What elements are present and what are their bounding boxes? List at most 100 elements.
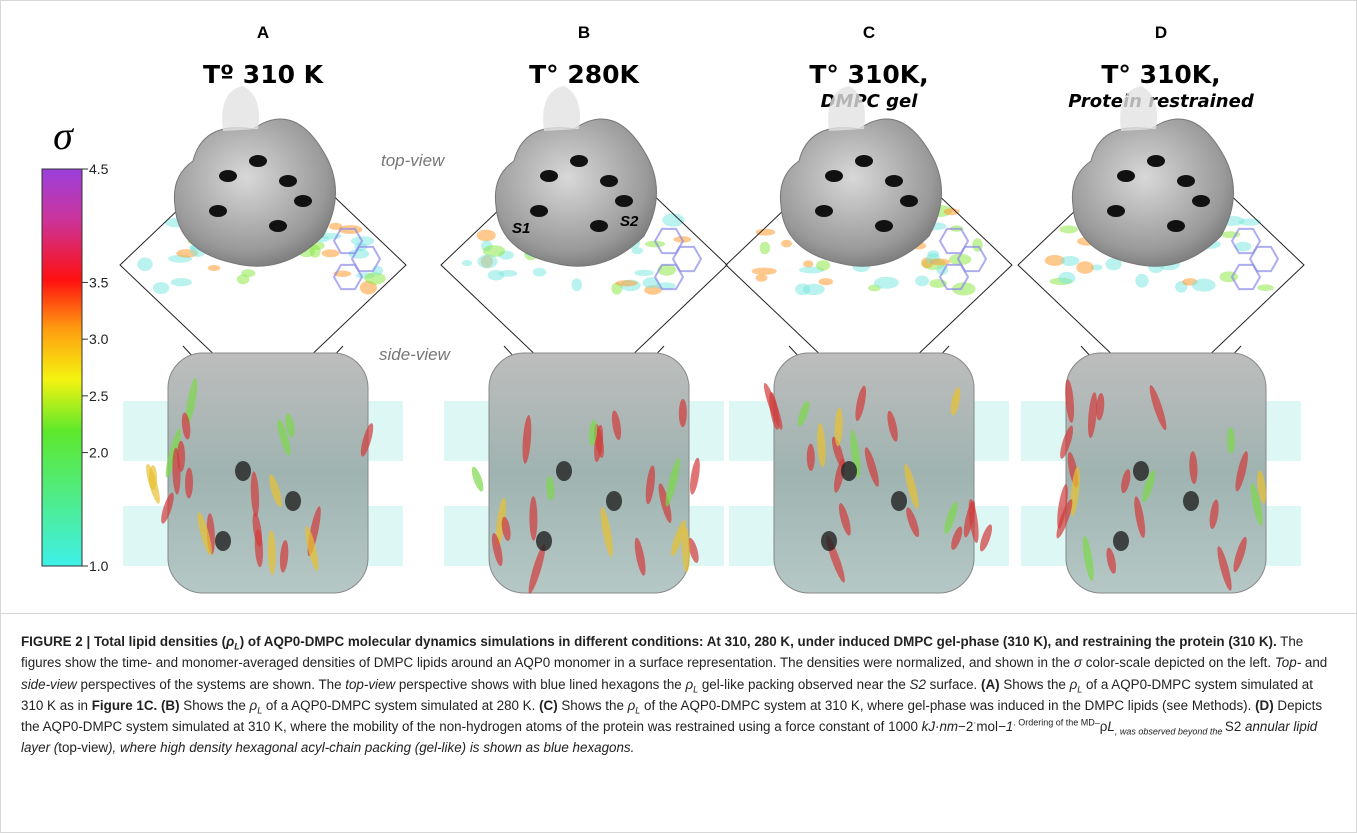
density-spot [499, 270, 518, 277]
page: Figure 2 {"figure": { "colorbar": {"symb… [0, 0, 1357, 833]
protein-top [174, 119, 335, 266]
density-spot [662, 213, 684, 226]
caption-run: color-scale depicted on the left. [1082, 655, 1275, 670]
density-streak [469, 466, 485, 493]
protein-cavity [219, 170, 237, 182]
density-streak [688, 457, 702, 495]
colorbar [42, 169, 82, 566]
protein-cavity [615, 195, 633, 207]
protein-tail [543, 86, 580, 131]
density-spot [634, 270, 654, 276]
caption-run: top-view [58, 740, 108, 755]
caption-run: side-view [21, 677, 77, 692]
caption-run: gel-like packing observed near the [698, 677, 909, 692]
density-spot [944, 208, 959, 215]
panel-art [726, 86, 1012, 593]
panel-letter: D [1155, 23, 1167, 42]
protein-cavity [900, 195, 918, 207]
density-spot [803, 260, 813, 267]
panel-title: T° 310K, [809, 60, 928, 89]
protein-cavity [841, 461, 857, 481]
caption-run: FIGURE 2 | Total lipid densities ( [21, 634, 226, 649]
protein-cavity [1113, 531, 1129, 551]
panel-title: T° 310K, [1101, 60, 1220, 89]
caption-run: −2 [958, 719, 973, 734]
density-spot [137, 257, 152, 270]
caption-run: of a AQP0-DMPC system simulated at 280 K… [262, 698, 539, 713]
caption-run: Shows the [180, 698, 250, 713]
caption-run: ρ [685, 677, 693, 692]
caption-run: top-view [345, 677, 395, 692]
density-spot [571, 278, 582, 291]
protein-cavity [821, 531, 837, 551]
density-spot [803, 284, 825, 295]
density-spot [1135, 274, 1148, 288]
density-spot [927, 250, 939, 257]
colorbar-tick-label: 4.5 [89, 161, 109, 177]
density-spot [781, 240, 792, 248]
protein-cavity [285, 491, 301, 511]
panel-letter: B [578, 23, 590, 42]
panel-subtitle: Protein restrained [1068, 91, 1255, 112]
caption-run: Shows the [558, 698, 628, 713]
figure-art: σ 4.53.53.02.52.01.0top-viewside-viewATº… [1, 1, 1356, 613]
protein-cavity [1167, 220, 1185, 232]
protein-top [495, 119, 656, 266]
protein-cavity [269, 220, 287, 232]
density-spot [322, 249, 340, 257]
protein-top [1072, 119, 1233, 266]
caption-run: Top- [1275, 655, 1301, 670]
caption-run: of the AQP0-DMPC system at 310 K, where … [640, 698, 1255, 713]
protein-cavity [530, 205, 548, 217]
density-spot [1239, 218, 1261, 225]
density-streak [149, 465, 157, 490]
surface-label: S2 [620, 213, 639, 230]
view-label: side-view [379, 345, 452, 364]
protein-cavity [815, 205, 833, 217]
density-spot [1060, 225, 1078, 233]
density-spot [533, 268, 546, 277]
density-spot [1192, 279, 1216, 292]
density-spot [818, 278, 832, 285]
panel-title: T° 280K [529, 60, 640, 89]
panel-art [1018, 86, 1304, 593]
protein-cavity [1117, 170, 1135, 182]
density-spot [915, 276, 929, 287]
protein-cavity [1147, 155, 1165, 167]
density-spot [1058, 272, 1075, 284]
caption-run: (B) [161, 698, 180, 713]
caption-run: −1 [998, 719, 1013, 734]
colorbar-symbol: σ [53, 113, 74, 158]
density-spot [756, 274, 768, 282]
protein-cavity [294, 195, 312, 207]
density-spot [153, 282, 169, 294]
protein-cavity [825, 170, 843, 182]
density-spot [816, 260, 830, 271]
density-spot [1257, 284, 1274, 291]
density-spot [208, 265, 221, 271]
protein-cavity [606, 491, 622, 511]
protein-cavity [1183, 491, 1199, 511]
density-spot [1061, 256, 1080, 266]
caption-run: S2 [1225, 719, 1241, 734]
caption-run: surface. [926, 677, 981, 692]
density-spot [477, 255, 497, 269]
density-spot [462, 260, 472, 266]
protein-cavity [556, 461, 572, 481]
protein-cavity [1133, 461, 1149, 481]
colorbar-tick-label: 2.0 [89, 445, 109, 461]
protein-cavity [600, 175, 618, 187]
panel-letter: C [863, 23, 875, 42]
caption-run: , was observed beyond the [1115, 727, 1225, 737]
caption-run: perspective shows with blue lined hexago… [395, 677, 685, 692]
protein-cavity [1177, 175, 1195, 187]
protein-cavity [855, 155, 873, 167]
colorbar-tick-label: 3.0 [89, 331, 109, 347]
density-spot [477, 230, 496, 242]
view-label: top-view [381, 151, 446, 170]
protein-cavity [1107, 205, 1125, 217]
protein-side [489, 353, 689, 593]
caption-run: (A) [981, 677, 1000, 692]
figure: σ 4.53.53.02.52.01.0top-viewside-viewATº… [0, 0, 1357, 833]
protein-cavity [540, 170, 558, 182]
